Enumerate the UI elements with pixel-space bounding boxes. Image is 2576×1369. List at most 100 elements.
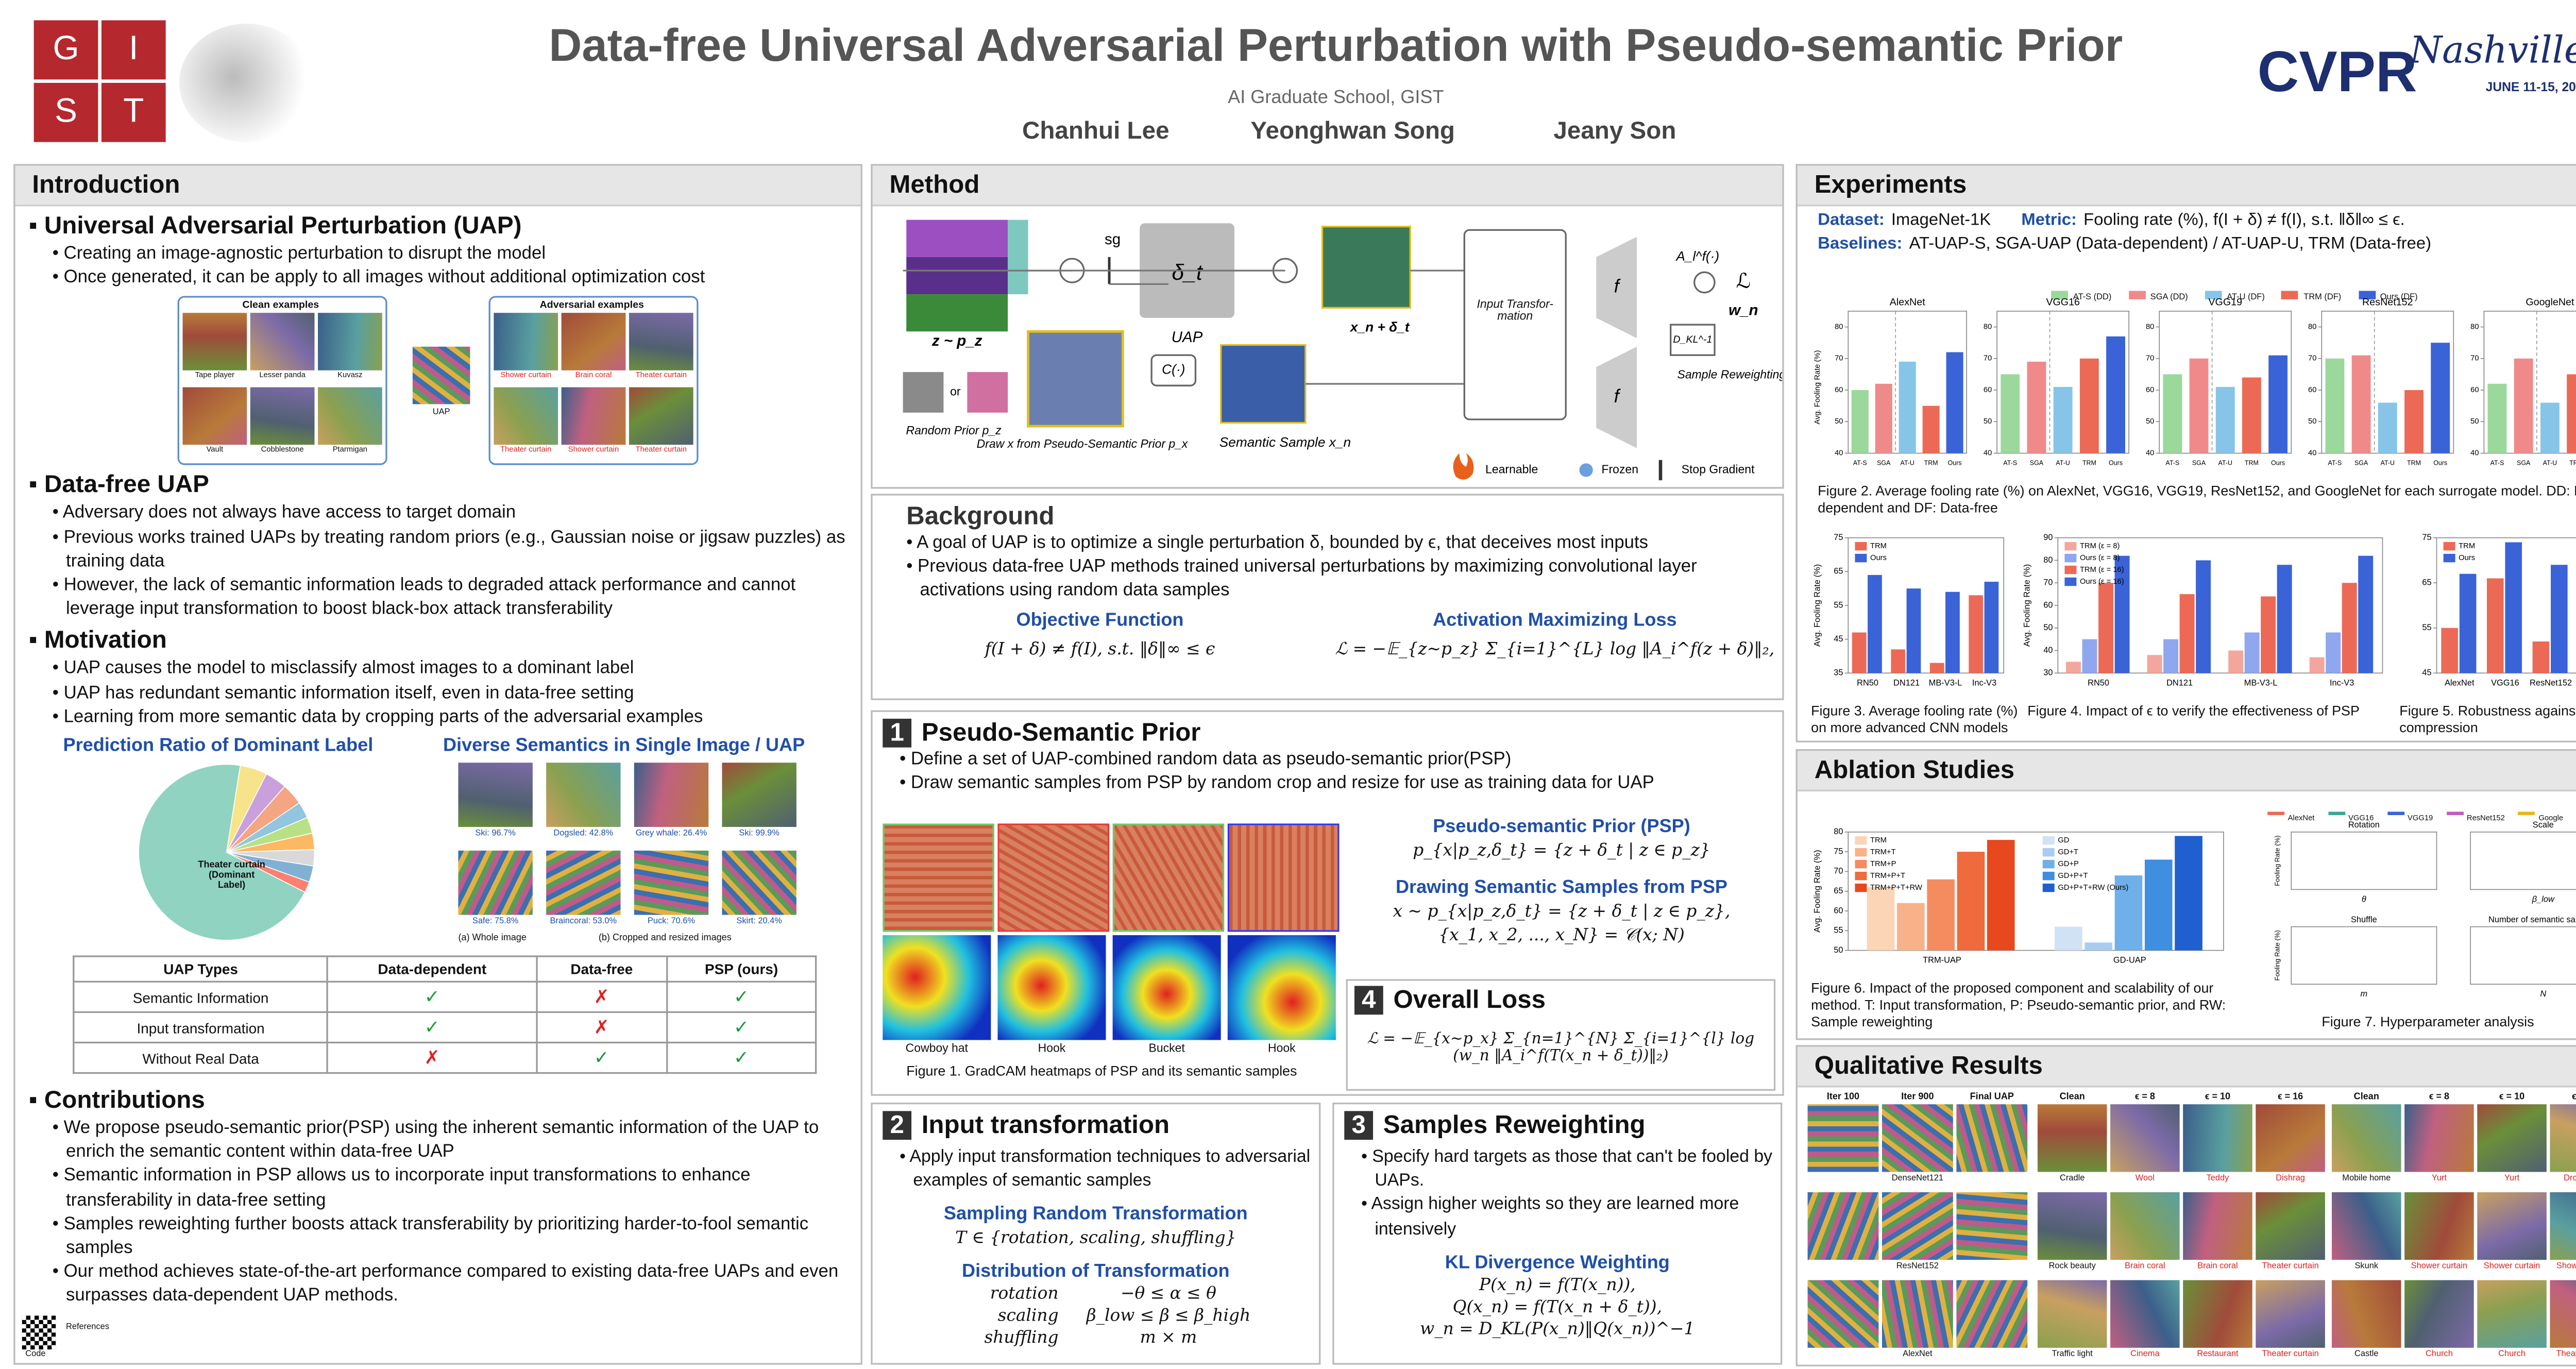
subplot-title: Scale — [2533, 820, 2554, 830]
label: Frozen — [1602, 462, 1639, 476]
caption: (a) Whole image — [458, 933, 527, 944]
section-heading: Method — [872, 165, 1783, 207]
y-tick-label: 50 — [1984, 417, 1992, 426]
bar — [1852, 632, 1867, 673]
image — [2404, 1280, 2474, 1348]
x-tick-label: ResNet152 — [2530, 678, 2572, 687]
image — [561, 387, 626, 446]
table-cell: Semantic Information — [73, 981, 329, 1013]
label: z ~ p_z — [931, 332, 982, 349]
bar — [1922, 405, 1940, 453]
y-axis-label: Fooling Rate (%) — [2273, 835, 2281, 886]
table-header: Data-dependent — [327, 955, 537, 983]
bar — [1867, 887, 1895, 951]
info-line: Baselines: AT-UAP-S, SGA-UAP (Data-depend… — [1818, 235, 2576, 253]
image-label: Grey whale: 26.4% — [635, 829, 707, 839]
transform-box — [1463, 229, 1567, 420]
image-label: Cradle — [2060, 1173, 2085, 1184]
model-frozen — [1596, 346, 1637, 448]
x-tick-label: TRM — [1924, 460, 1938, 467]
table-row: UAP Types Data-dependent Data-free PSP (our… — [73, 955, 817, 983]
image — [2477, 1280, 2547, 1348]
legend-label: GD+P+T+RW (Ours) — [2058, 884, 2128, 892]
x-tick-label: DN121 — [2166, 678, 2193, 687]
bullet: P(x_n) = f(T(x_n)), — [1479, 1276, 1636, 1295]
image-label: Shower curtain — [2411, 1261, 2468, 1272]
bullet: Previous data-free UAP methods trained u… — [918, 555, 1782, 603]
legend-swatch — [2042, 871, 2055, 881]
reweight-panel: 3 Samples Reweighting Specify hard targets… — [1332, 1102, 1783, 1365]
table-cell: ✓ — [327, 1011, 537, 1044]
bar — [1891, 649, 1906, 673]
crop-box — [1150, 354, 1197, 386]
y-tick-label: 70 — [2146, 354, 2154, 363]
subheading: Contributions — [29, 1087, 861, 1114]
image-label: Dogsled: 42.8% — [553, 829, 614, 839]
y-tick-label: 70 — [2308, 354, 2316, 363]
bar — [2351, 355, 2371, 453]
pie-slice — [138, 764, 306, 941]
bullet: Q(x_n) = f(T(x_n + δ_t)), — [1452, 1298, 1662, 1317]
formula-title: Objective Function — [1016, 610, 1184, 630]
bar — [2244, 632, 2260, 673]
label: ℒ — [1736, 270, 1751, 293]
label: A_l^f(·) — [1675, 248, 1719, 264]
gradcam-label: Hook — [1268, 1043, 1296, 1056]
prior-stripe — [1008, 219, 1028, 295]
x-tick-label: AT-S — [2328, 460, 2342, 467]
legend-swatch — [2042, 883, 2055, 892]
line-chart-placeholder: Number of semantic samples N — [2470, 915, 2576, 999]
image-label: Dishrag — [2276, 1173, 2305, 1184]
intro-body: Universal Adversarial Perturbation (UAP)… — [15, 213, 861, 1309]
uap-image — [1807, 1280, 1879, 1348]
formula-row: shuffling m × m — [873, 1330, 1319, 1348]
y-axis-label: Fooling Rate (%) — [2273, 930, 2281, 981]
caption: Figure 5. Robustness against JPEG compre… — [2399, 703, 2576, 736]
info-line: Dataset: ImageNet-1K Metric: Fooling rate (… — [1818, 211, 2576, 230]
legend-swatch — [1855, 883, 1867, 892]
legend-label: GD+P+T — [2058, 872, 2088, 880]
formula: f(I + δ) ≠ f(I), s.t. ‖δ‖∞ ≤ ϵ — [985, 640, 1215, 659]
image-label: Teddy — [2206, 1173, 2229, 1184]
x-tick-label: VGG16 — [2491, 678, 2519, 687]
bar — [2106, 336, 2125, 453]
y-tick-label: 80 — [2146, 323, 2154, 331]
x-tick-label: Inc-V3 — [2330, 678, 2354, 687]
bar-chart: 45556575AlexNetVGG16ResNet152GoogleNetTR… — [2422, 533, 2576, 687]
bar — [2261, 596, 2276, 673]
info-label: Baselines: — [1818, 235, 1903, 254]
info-text: AT-UAP-S, SGA-UAP (Data-dependent) / AT-… — [1909, 235, 2432, 254]
bar — [2325, 358, 2345, 453]
bar — [2228, 650, 2244, 673]
bar-chart: VGG16 40 50 60 70 80 AT-S SGA AT-U TRM Ours — [1984, 297, 2129, 467]
legend-label: AlexNet — [2287, 813, 2315, 822]
image — [2404, 1192, 2474, 1260]
x-tick-label: AT-U — [2056, 460, 2070, 467]
bar-chart: AlexNet 40 50 60 70 80 Avg. Fooling Rate (%) AT… — [1814, 297, 1967, 467]
bar — [2505, 542, 2522, 673]
bar — [2147, 655, 2162, 673]
objective-col: Activation Maximizing Loss ℒ = −𝔼_{z∼p_z}… — [1327, 610, 1782, 659]
legend-swatch — [2128, 291, 2145, 299]
section-number: 3 — [1344, 1111, 1374, 1140]
y-tick-label: 50 — [1834, 945, 1843, 955]
subplot-title: Shuffle — [2351, 915, 2377, 924]
formula-name: shuffling — [984, 1330, 1059, 1349]
legend-swatch — [2446, 812, 2464, 815]
label: or — [950, 385, 961, 398]
legend-swatch — [2064, 577, 2077, 586]
formula-title: Distribution of Transformation — [962, 1262, 1230, 1283]
caption: Figure 1. GradCAM heatmaps of PSP and it… — [906, 1063, 1297, 1079]
bullet: Assign higher weights so they are learne… — [1371, 1194, 1781, 1242]
psp-panel: 1 Pseudo-Semantic PriorDefine a set of UA… — [871, 710, 1784, 1096]
uap-image — [1882, 1104, 1953, 1172]
x-tick-label: AT-U — [2543, 460, 2557, 467]
uap-image — [1956, 1104, 2028, 1172]
product-node — [1693, 271, 1716, 294]
image — [182, 387, 247, 446]
y-tick-label: 45 — [1834, 634, 1843, 644]
table-cell: Without Real Data — [73, 1041, 329, 1074]
legend-swatch — [2358, 291, 2375, 299]
legend-label: ResNet152 — [2466, 813, 2505, 822]
y-tick-label: 70 — [2043, 578, 2053, 587]
